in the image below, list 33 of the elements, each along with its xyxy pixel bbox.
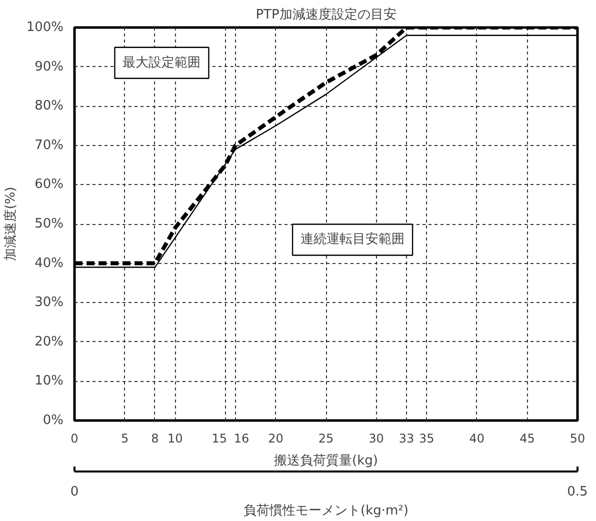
x-tick-label: 8 xyxy=(151,432,159,446)
x-tick-label: 50 xyxy=(570,432,586,446)
y-tick-label: 40% xyxy=(34,256,64,271)
annotation: 最大設定範囲 xyxy=(122,55,201,70)
y-tick-label: 90% xyxy=(34,59,64,74)
y-tick-label: 30% xyxy=(34,295,64,310)
y-tick-label: 70% xyxy=(34,138,64,153)
x-tick-label: 30 xyxy=(368,432,384,446)
y-tick-label: 0% xyxy=(42,413,64,428)
y-axis-title: 加減速度(%) xyxy=(2,186,18,262)
x2-tick-label: 0 xyxy=(70,484,79,500)
x-tick-label: 45 xyxy=(520,432,535,446)
x-tick-label: 5 xyxy=(120,432,129,446)
y-tick-label: 20% xyxy=(34,334,64,350)
y-tick-label: 80% xyxy=(34,98,64,114)
x-tick-label: 0 xyxy=(70,432,78,446)
x-tick-label: 40 xyxy=(469,432,485,446)
x-tick-label: 16 xyxy=(234,432,250,446)
chart-title: PTP加減速度設定の目安 xyxy=(256,6,396,22)
y-tick-label: 50% xyxy=(34,216,64,232)
x-tick-label: 10 xyxy=(167,432,183,446)
x-axis-title: 搬送負荷質量(kg) xyxy=(274,454,378,468)
y-tick-label: 60% xyxy=(34,177,64,192)
x2-axis-title: 負荷慣性モーメント(kg·m²) xyxy=(244,504,408,518)
x-tick-label: 25 xyxy=(318,432,334,446)
annotation: 連続運転目安範囲 xyxy=(300,231,405,248)
x-tick-label: 20 xyxy=(268,432,284,446)
x2-tick-label: 0.5 xyxy=(567,484,588,500)
y-tick-label: 100% xyxy=(26,20,64,35)
x-tick-label: 33 xyxy=(398,432,414,446)
x-tick-label: 35 xyxy=(418,432,434,446)
y-tick-label: 10% xyxy=(34,374,64,389)
x-tick-label: 15 xyxy=(212,432,228,446)
